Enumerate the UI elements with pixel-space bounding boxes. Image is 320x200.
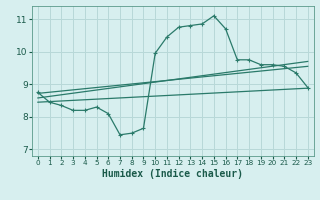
X-axis label: Humidex (Indice chaleur): Humidex (Indice chaleur)	[102, 169, 243, 179]
